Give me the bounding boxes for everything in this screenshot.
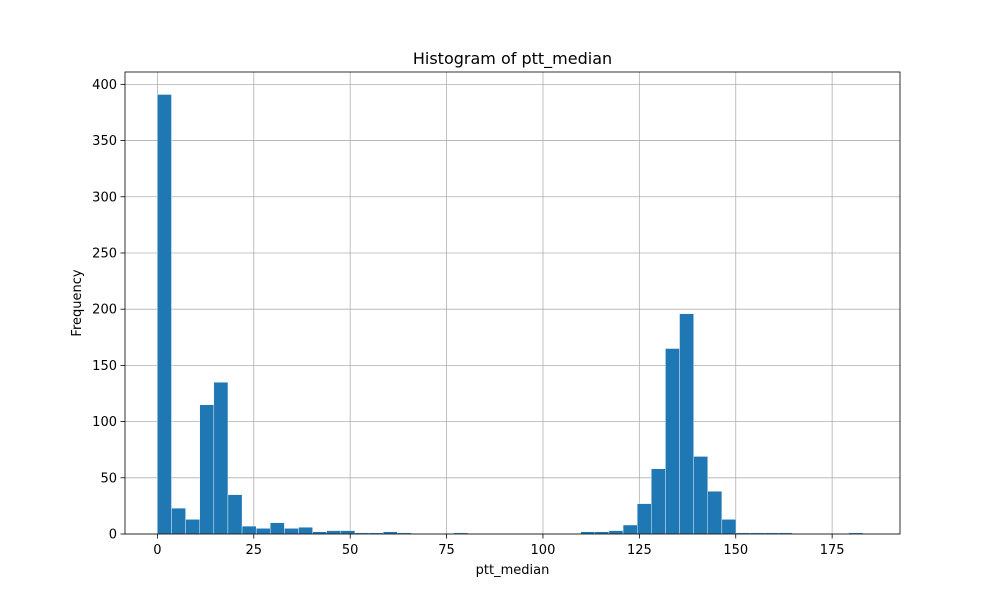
histogram-bar xyxy=(707,491,723,535)
y-axis-label: Frequency xyxy=(70,269,85,336)
x-tick-label: 125 xyxy=(627,543,652,558)
histogram-bar xyxy=(636,503,652,535)
y-axis-ticks: 0 50 100 150 200 250 300 350 400 xyxy=(92,78,125,543)
grid xyxy=(125,72,900,535)
histogram-bar xyxy=(622,524,638,535)
histogram-bar xyxy=(213,382,229,535)
chart-title: Histogram of ptt_median xyxy=(413,49,612,69)
histogram-bar xyxy=(326,530,342,535)
x-axis-ticks: 0 25 50 75 100 125 150 175 xyxy=(153,534,845,558)
y-tick-label: 350 xyxy=(92,134,117,149)
histogram-bar xyxy=(157,94,172,535)
y-tick-label: 400 xyxy=(92,78,117,93)
y-tick-label: 100 xyxy=(92,415,117,430)
histogram-bar xyxy=(227,494,243,535)
x-tick-label: 75 xyxy=(438,543,455,558)
x-tick-label: 175 xyxy=(820,543,845,558)
histogram-bar xyxy=(608,530,624,535)
y-tick-label: 300 xyxy=(92,190,117,205)
x-tick-label: 100 xyxy=(531,543,556,558)
histogram-bar xyxy=(340,530,356,535)
histogram-bar xyxy=(651,468,666,535)
histogram-bar xyxy=(693,456,708,535)
histogram-bar xyxy=(171,507,186,535)
y-tick-label: 150 xyxy=(92,359,117,374)
bars xyxy=(157,94,864,535)
x-tick-label: 150 xyxy=(723,543,748,558)
x-tick-label: 0 xyxy=(153,543,161,558)
histogram-bar xyxy=(298,527,313,535)
histogram-bar xyxy=(199,404,215,535)
histogram-bar xyxy=(679,313,694,535)
histogram-bar xyxy=(270,522,285,535)
y-tick-label: 0 xyxy=(109,528,117,543)
y-tick-label: 250 xyxy=(92,246,117,261)
histogram-bar xyxy=(185,519,200,535)
y-tick-label: 50 xyxy=(100,471,117,486)
x-tick-label: 50 xyxy=(342,543,359,558)
histogram-bar xyxy=(255,528,271,535)
x-axis-label: ptt_median xyxy=(476,563,550,578)
x-tick-label: 25 xyxy=(246,543,263,558)
y-tick-label: 200 xyxy=(92,303,117,318)
histogram-bar xyxy=(284,528,299,535)
histogram-bar xyxy=(665,348,680,535)
plot-frame xyxy=(124,71,901,535)
histogram-bar xyxy=(241,525,257,535)
histogram-bar xyxy=(721,519,737,535)
